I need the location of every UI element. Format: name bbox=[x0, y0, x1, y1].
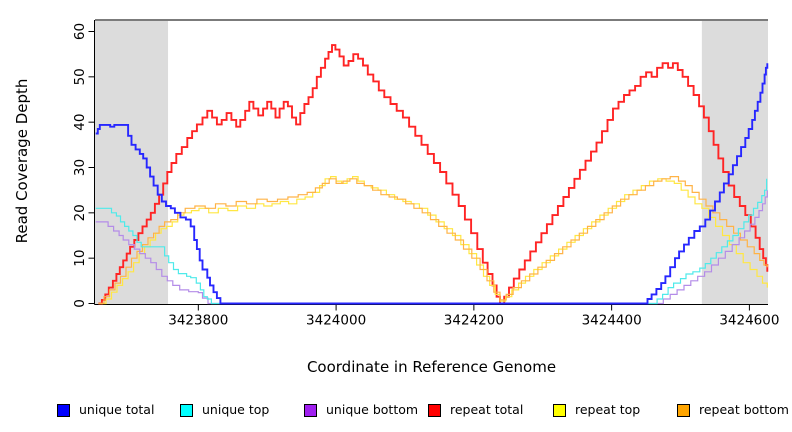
series-unique-total bbox=[95, 63, 769, 305]
y-tick-label: 60 bbox=[72, 23, 88, 40]
x-tick-label: 3424200 bbox=[444, 313, 504, 329]
repeat-top-swatch-icon bbox=[553, 403, 566, 417]
x-tick-label: 3424600 bbox=[719, 313, 779, 329]
legend-item-unique-total: unique total bbox=[57, 402, 154, 418]
legend-label: unique total bbox=[79, 402, 155, 417]
unique-bottom-swatch-icon bbox=[304, 403, 317, 417]
legend-item-repeat-top: repeat top bbox=[553, 402, 640, 418]
legend-item-unique-top: unique top bbox=[180, 402, 269, 418]
legend-label: unique top bbox=[202, 402, 270, 417]
unique-total-swatch-icon bbox=[57, 403, 70, 417]
legend-label: repeat top bbox=[575, 402, 641, 417]
unique-top-swatch-icon bbox=[180, 403, 193, 417]
y-tick-label: 30 bbox=[72, 159, 88, 176]
x-axis-title: Coordinate in Reference Genome bbox=[306, 358, 557, 376]
legend-label: repeat bottom bbox=[699, 402, 789, 417]
series-unique-top bbox=[95, 178, 768, 305]
x-tick-label: 3424000 bbox=[306, 313, 366, 329]
legend: unique total unique top unique bottom re… bbox=[0, 402, 792, 420]
shaded-region bbox=[95, 20, 169, 305]
y-tick-label: 20 bbox=[72, 204, 88, 221]
y-tick-label: 40 bbox=[72, 114, 88, 131]
legend-label: repeat total bbox=[450, 402, 524, 417]
y-tick-label: 50 bbox=[72, 68, 88, 85]
x-tick-label: 3423800 bbox=[168, 313, 228, 329]
legend-item-repeat-total: repeat total bbox=[428, 402, 523, 418]
legend-label: unique bottom bbox=[326, 402, 419, 417]
repeat-bottom-swatch-icon bbox=[677, 403, 690, 417]
y-axis-title: Read Coverage Depth bbox=[13, 78, 31, 244]
series-repeat-total bbox=[98, 44, 769, 305]
series-repeat-bottom bbox=[98, 176, 768, 305]
shaded-region bbox=[701, 20, 768, 305]
x-tick-label: 3424400 bbox=[582, 313, 642, 329]
legend-item-repeat-bottom: repeat bottom bbox=[677, 402, 789, 418]
legend-item-unique-bottom: unique bottom bbox=[304, 402, 418, 418]
repeat-total-swatch-icon bbox=[428, 403, 441, 417]
y-tick-label: 0 bbox=[72, 299, 88, 308]
y-tick-label: 10 bbox=[72, 250, 88, 267]
